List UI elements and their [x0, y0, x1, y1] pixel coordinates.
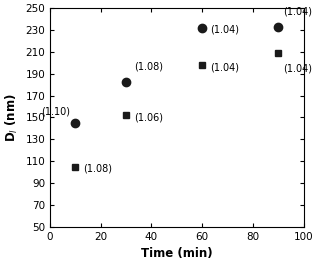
Text: (1.04): (1.04) [210, 62, 239, 72]
Text: (1.08): (1.08) [134, 62, 163, 72]
Text: (1.10): (1.10) [41, 106, 70, 116]
X-axis label: Time (min): Time (min) [141, 247, 213, 260]
Text: (1.04): (1.04) [283, 64, 312, 74]
Text: (1.04): (1.04) [210, 25, 239, 35]
Y-axis label: D$_l$ (nm): D$_l$ (nm) [4, 93, 20, 142]
Text: (1.08): (1.08) [83, 164, 112, 174]
Text: (1.06): (1.06) [134, 112, 163, 123]
Text: (1.04): (1.04) [283, 7, 312, 17]
